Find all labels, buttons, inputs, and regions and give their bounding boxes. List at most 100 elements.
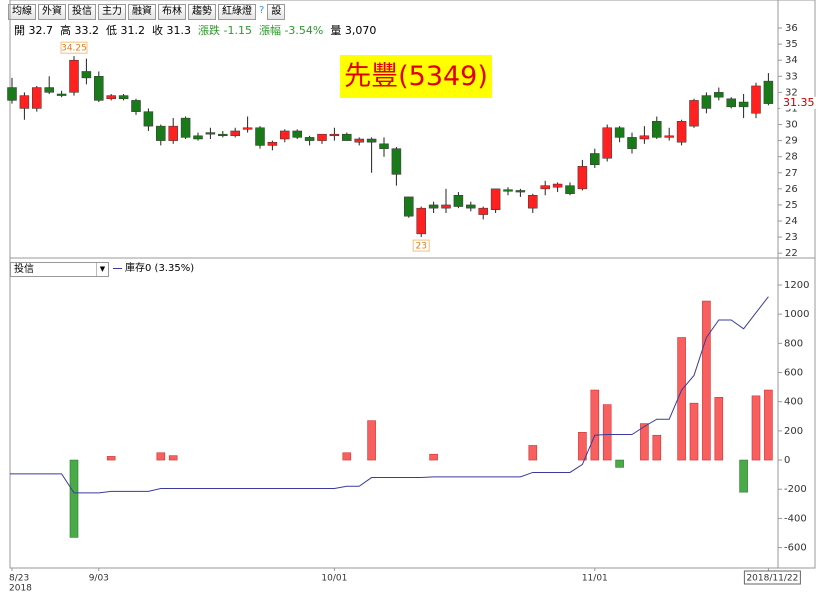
toolbar-button[interactable]: 布林 <box>158 4 186 20</box>
bar <box>640 423 649 461</box>
quote-item: 開 32.7 <box>14 24 53 37</box>
candle-body <box>602 127 612 159</box>
candle-body <box>565 185 575 194</box>
candle-body <box>379 143 389 149</box>
candle-body <box>329 133 340 137</box>
candle-body <box>428 204 439 209</box>
y-tick-label: 28 <box>785 152 798 163</box>
bar <box>367 420 376 461</box>
bar <box>168 455 178 461</box>
candle-body <box>738 101 749 108</box>
toolbar-button[interactable]: 均線 <box>8 4 36 20</box>
y-tick-label: 27 <box>785 168 798 179</box>
candle-body <box>726 98 736 108</box>
bar <box>342 452 352 461</box>
candle-body <box>627 137 637 149</box>
bar <box>615 459 624 468</box>
y-tick-label: 1200 <box>784 280 809 291</box>
bar <box>751 395 761 461</box>
legend-label: 庫存0 (3.35%) <box>125 263 195 274</box>
x-tick-label: 10/01 <box>321 574 347 584</box>
bar <box>764 389 773 461</box>
candle-body <box>552 183 563 188</box>
x-tick-label: 8/23 <box>9 574 29 584</box>
bar <box>677 337 686 461</box>
candle-body <box>466 204 476 209</box>
y-tick-label: 30 <box>785 120 798 131</box>
toolbar-button[interactable]: 趨勢 <box>188 4 216 20</box>
holding-line <box>10 296 769 494</box>
candle-body <box>751 85 761 114</box>
candle-body <box>652 121 662 138</box>
candle-body <box>118 95 129 100</box>
candle-body <box>354 138 364 143</box>
high-label: 34.25 <box>61 44 87 54</box>
legend: 庫存0 (3.35%) <box>113 262 194 275</box>
stock-title: 先豐(5349) <box>340 55 492 98</box>
toolbar-button[interactable]: 紅綠燈 <box>218 4 256 20</box>
frame <box>9 0 816 569</box>
last-price-bg <box>780 96 816 109</box>
y-tick-label: 32 <box>785 87 798 98</box>
y-tick-label: -600 <box>784 543 807 554</box>
candle-body <box>180 117 191 138</box>
low-label-box <box>412 239 430 252</box>
y-tick-label: 35 <box>785 39 798 50</box>
dropdown-value: 投信 <box>14 264 34 275</box>
candle-body <box>366 138 377 143</box>
bar <box>702 300 711 461</box>
candle-body <box>56 93 67 96</box>
bar <box>578 432 587 461</box>
candle-body <box>81 71 92 79</box>
candle-body <box>540 185 550 190</box>
y-tick-label: -200 <box>784 484 807 495</box>
quote-item: 收 31.3 <box>152 24 191 37</box>
bar <box>602 404 612 461</box>
candle-body <box>193 135 203 140</box>
candle-body <box>528 195 538 209</box>
candle-body <box>44 87 54 93</box>
x-tick-label: 2018/11/22 <box>746 574 798 584</box>
toolbar-button[interactable]: 設 <box>267 4 286 20</box>
y-tick-label: 26 <box>785 184 798 195</box>
candle-body <box>131 100 141 112</box>
candle-body <box>280 130 290 140</box>
candle-body <box>490 188 501 211</box>
candle-body <box>391 148 402 175</box>
y-tick-label: -400 <box>784 513 807 524</box>
candle-body <box>416 207 426 235</box>
toolbar-button[interactable]: 主力 <box>98 4 126 20</box>
quote-item: 低 31.2 <box>106 24 145 37</box>
y-tick-label: 29 <box>785 136 798 147</box>
candle-body <box>32 87 42 109</box>
bar <box>689 402 699 461</box>
toolbar-button[interactable]: 外資 <box>38 4 66 20</box>
legend-swatch <box>113 268 122 269</box>
bar <box>429 453 438 461</box>
toolbar-button[interactable]: 融資 <box>128 4 156 20</box>
candle-body <box>763 80 774 104</box>
candle-body <box>156 125 166 141</box>
bar <box>106 456 116 461</box>
toolbar-button[interactable]: 投信 <box>68 4 96 20</box>
x-tick-label: 9/03 <box>89 574 109 584</box>
y-tick-label: 33 <box>785 71 798 82</box>
candle-body <box>205 132 216 135</box>
quote-item: 高 33.2 <box>60 24 99 37</box>
y-tick-label: 800 <box>784 338 803 349</box>
candle-body <box>639 135 650 140</box>
candle-body <box>69 59 79 93</box>
dropdown[interactable]: 投信 ▼ <box>10 262 109 277</box>
candle-body <box>106 95 116 100</box>
y-tick-label: 600 <box>784 368 803 379</box>
quote-item: 漲幅 -3.54% <box>258 24 324 37</box>
candle-body <box>255 127 265 146</box>
y-tick-label: 25 <box>785 200 798 211</box>
toolbar-button[interactable]: ? <box>259 5 265 16</box>
dropdown-arrow[interactable]: ▼ <box>96 263 108 276</box>
bar <box>156 452 166 461</box>
toolbar: 均線 外資 投信 主力 融資 布林 趨勢 紅綠燈? 設 <box>8 4 286 20</box>
bar <box>714 397 724 461</box>
candle-body <box>590 153 600 165</box>
bar <box>590 389 600 461</box>
